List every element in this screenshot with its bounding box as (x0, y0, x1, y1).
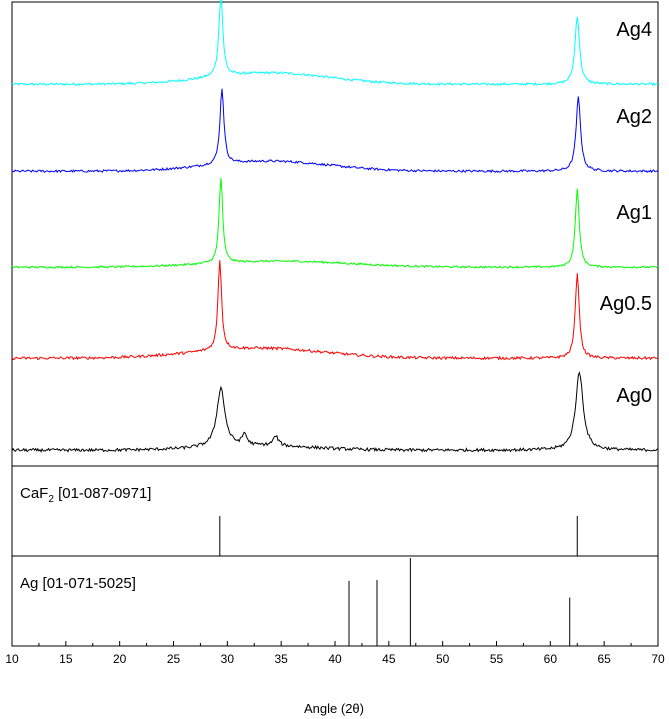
series-label: Ag2 (616, 106, 652, 128)
series-layer: Ag4 Ag2 Ag1 Ag0.5 Ag0 (11, 0, 659, 453)
series-label: Ag4 (616, 19, 652, 41)
x-tick-label: 40 (328, 652, 342, 666)
x-tick-label: 25 (167, 652, 181, 666)
reference-label: Ag [01-071-5025] (20, 575, 136, 592)
x-tick-label: 10 (5, 652, 19, 666)
x-axis-label: Angle (2θ) (304, 701, 364, 716)
series-line-ag2 (11, 88, 659, 174)
x-tick-label: 65 (597, 652, 611, 666)
x-tick-label: 60 (544, 652, 558, 666)
series-label: Ag1 (616, 202, 652, 224)
x-tick-label: 35 (274, 652, 288, 666)
reference-label: CaF2 [01-087-0971] (20, 485, 151, 505)
series-line-ag1 (11, 177, 659, 269)
x-tick-label: 45 (382, 652, 396, 666)
x-tick-label: 50 (436, 652, 450, 666)
panel-frames (11, 1, 659, 647)
x-tick-label: 15 (59, 652, 73, 666)
reference-layer: CaF2 [01-087-0971] Ag [01-071-5025] (20, 485, 578, 646)
x-tick-label: 30 (221, 652, 235, 666)
series-label: Ag0 (616, 385, 652, 407)
x-tick-label: 20 (113, 652, 127, 666)
plot-frame (11, 1, 659, 647)
series-line-ag0-5 (11, 260, 659, 361)
x-axis: 10 15 20 25 30 35 40 45 50 55 60 65 70 (5, 641, 665, 666)
x-tick-label: 55 (490, 652, 504, 666)
series-line-ag4 (11, 0, 659, 87)
series-label: Ag0.5 (600, 293, 652, 315)
series-line-ag0 (11, 371, 659, 453)
x-tick-label: 70 (651, 652, 665, 666)
